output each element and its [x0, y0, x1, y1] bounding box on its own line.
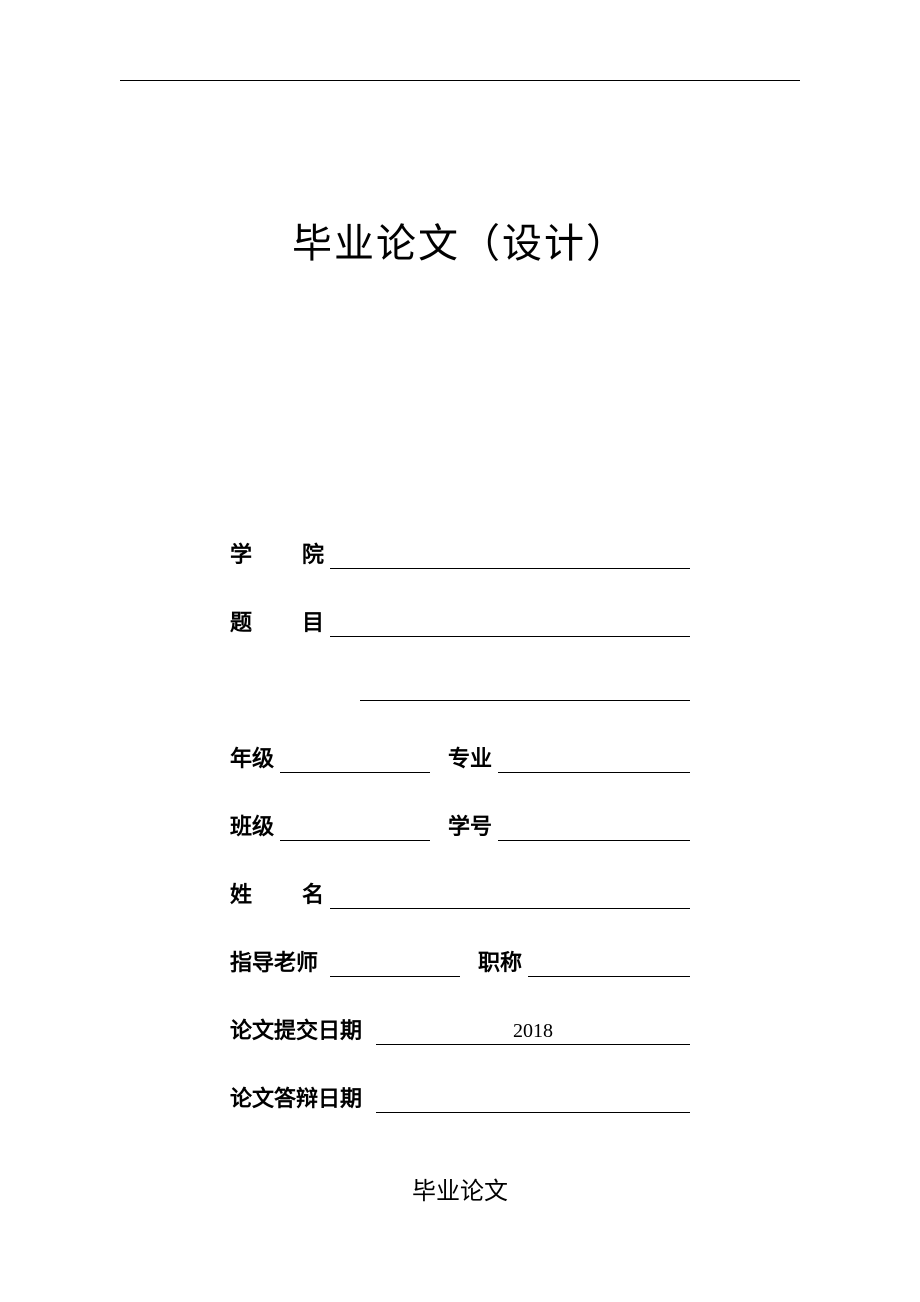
label-topic-char2: 目	[302, 605, 324, 637]
row-college: 学 院	[230, 539, 690, 569]
label-student-id: 学号	[448, 809, 492, 841]
label-advisor: 指导老师	[230, 945, 324, 977]
document-title: 毕业论文（设计）	[120, 211, 800, 269]
label-topic: 题 目	[230, 605, 324, 637]
row-grade-major: 年级 专业	[230, 743, 690, 773]
label-major: 专业	[448, 741, 492, 773]
field-topic-line2[interactable]	[360, 675, 690, 701]
row-topic: 题 目	[230, 607, 690, 637]
label-college: 学 院	[230, 537, 324, 569]
label-topic-char1: 题	[230, 605, 252, 637]
row-advisor-rank: 指导老师 职称	[230, 947, 690, 977]
field-college[interactable]	[330, 543, 690, 569]
row-topic-continuation	[230, 675, 690, 705]
field-topic-line1[interactable]	[330, 611, 690, 637]
row-class-id: 班级 学号	[230, 811, 690, 841]
row-name: 姓 名	[230, 879, 690, 909]
field-class[interactable]	[280, 815, 430, 841]
field-advisor[interactable]	[330, 951, 460, 977]
label-class: 班级	[230, 809, 274, 841]
row-defense-date: 论文答辩日期	[230, 1083, 690, 1113]
row-submit-date: 论文提交日期 2018	[230, 1015, 690, 1045]
footer-text: 毕业论文	[120, 1171, 800, 1206]
label-title-rank: 职称	[478, 945, 522, 977]
label-name-char2: 名	[302, 877, 324, 909]
field-submit-date[interactable]: 2018	[376, 1019, 690, 1045]
header-rule	[120, 80, 800, 81]
field-defense-date[interactable]	[376, 1087, 690, 1113]
label-college-char1: 学	[230, 537, 252, 569]
document-page: 毕业论文（设计） 学 院 题 目 年级 专业 班级	[0, 0, 920, 1266]
label-name-char1: 姓	[230, 877, 252, 909]
label-college-char2: 院	[302, 537, 324, 569]
label-defense-date: 论文答辩日期	[230, 1081, 370, 1113]
field-title-rank[interactable]	[528, 951, 690, 977]
field-name[interactable]	[330, 883, 690, 909]
label-submit-date: 论文提交日期	[230, 1013, 370, 1045]
field-major[interactable]	[498, 747, 690, 773]
field-grade[interactable]	[280, 747, 430, 773]
form-area: 学 院 题 目 年级 专业 班级 学号	[230, 539, 690, 1113]
label-grade: 年级	[230, 741, 274, 773]
field-student-id[interactable]	[498, 815, 690, 841]
label-name: 姓 名	[230, 877, 324, 909]
